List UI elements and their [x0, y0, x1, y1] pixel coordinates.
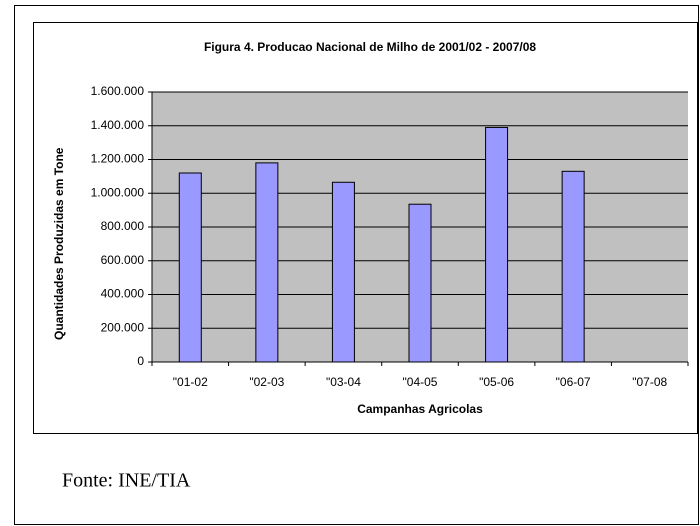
source-note: Fonte: INE/TIA — [62, 470, 191, 492]
y-tick-label: 1.200.000 — [91, 152, 145, 166]
bar — [178, 172, 202, 363]
x-tick-label: "02-03 — [249, 375, 284, 389]
bar — [485, 126, 509, 363]
y-tick-label: 600.000 — [101, 253, 145, 267]
x-axis-label: Campanhas Agricolas — [357, 402, 483, 416]
chart-title: Figura 4. Producao Nacional de Milho de … — [204, 40, 536, 54]
y-tick-label: 1.600.000 — [91, 84, 145, 98]
y-axis-label: Quantidades Produzidas em Tone — [52, 147, 66, 340]
x-tick-label: "06-07 — [556, 375, 591, 389]
y-tick-label: 1.000.000 — [91, 185, 145, 199]
bar — [255, 162, 279, 363]
x-tick-label: "04-05 — [403, 375, 438, 389]
bar — [561, 170, 585, 363]
x-tick-label: "03-04 — [326, 375, 361, 389]
bar — [331, 181, 355, 363]
y-tick-label: 200.000 — [101, 320, 145, 334]
y-tick-label: 1.400.000 — [91, 118, 145, 132]
y-tick-label: 0 — [137, 354, 144, 368]
y-tick-label: 800.000 — [101, 219, 145, 233]
x-tick-label: "07-08 — [632, 375, 667, 389]
bar — [408, 203, 432, 363]
x-tick-label: "05-06 — [479, 375, 514, 389]
y-tick-label: 400.000 — [101, 287, 145, 301]
x-tick-label: "01-02 — [173, 375, 208, 389]
